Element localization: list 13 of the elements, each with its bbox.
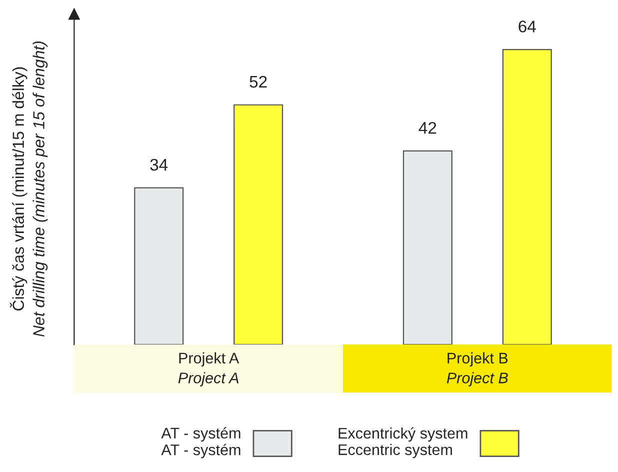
bar [234,104,284,345]
data-label: 52 [250,76,267,88]
data-label: 42 [418,122,436,134]
bar [502,49,552,345]
bar [402,150,452,345]
data-label: 34 [150,158,168,171]
data-label: 64 [518,20,536,32]
x-tick-label: Projekt B Project B [446,352,508,386]
bar [134,187,184,345]
x-tick-label: Projekt A Project A [178,352,240,386]
legend-label: Excentrický system Eccentric system [338,427,468,458]
legend-label: AT - systém AT - systém [161,427,240,458]
y-axis-title: Čistý čas vrtání (minut/15 m délky) Net drilling time (minutes per 15 of lenght) [10,41,48,337]
